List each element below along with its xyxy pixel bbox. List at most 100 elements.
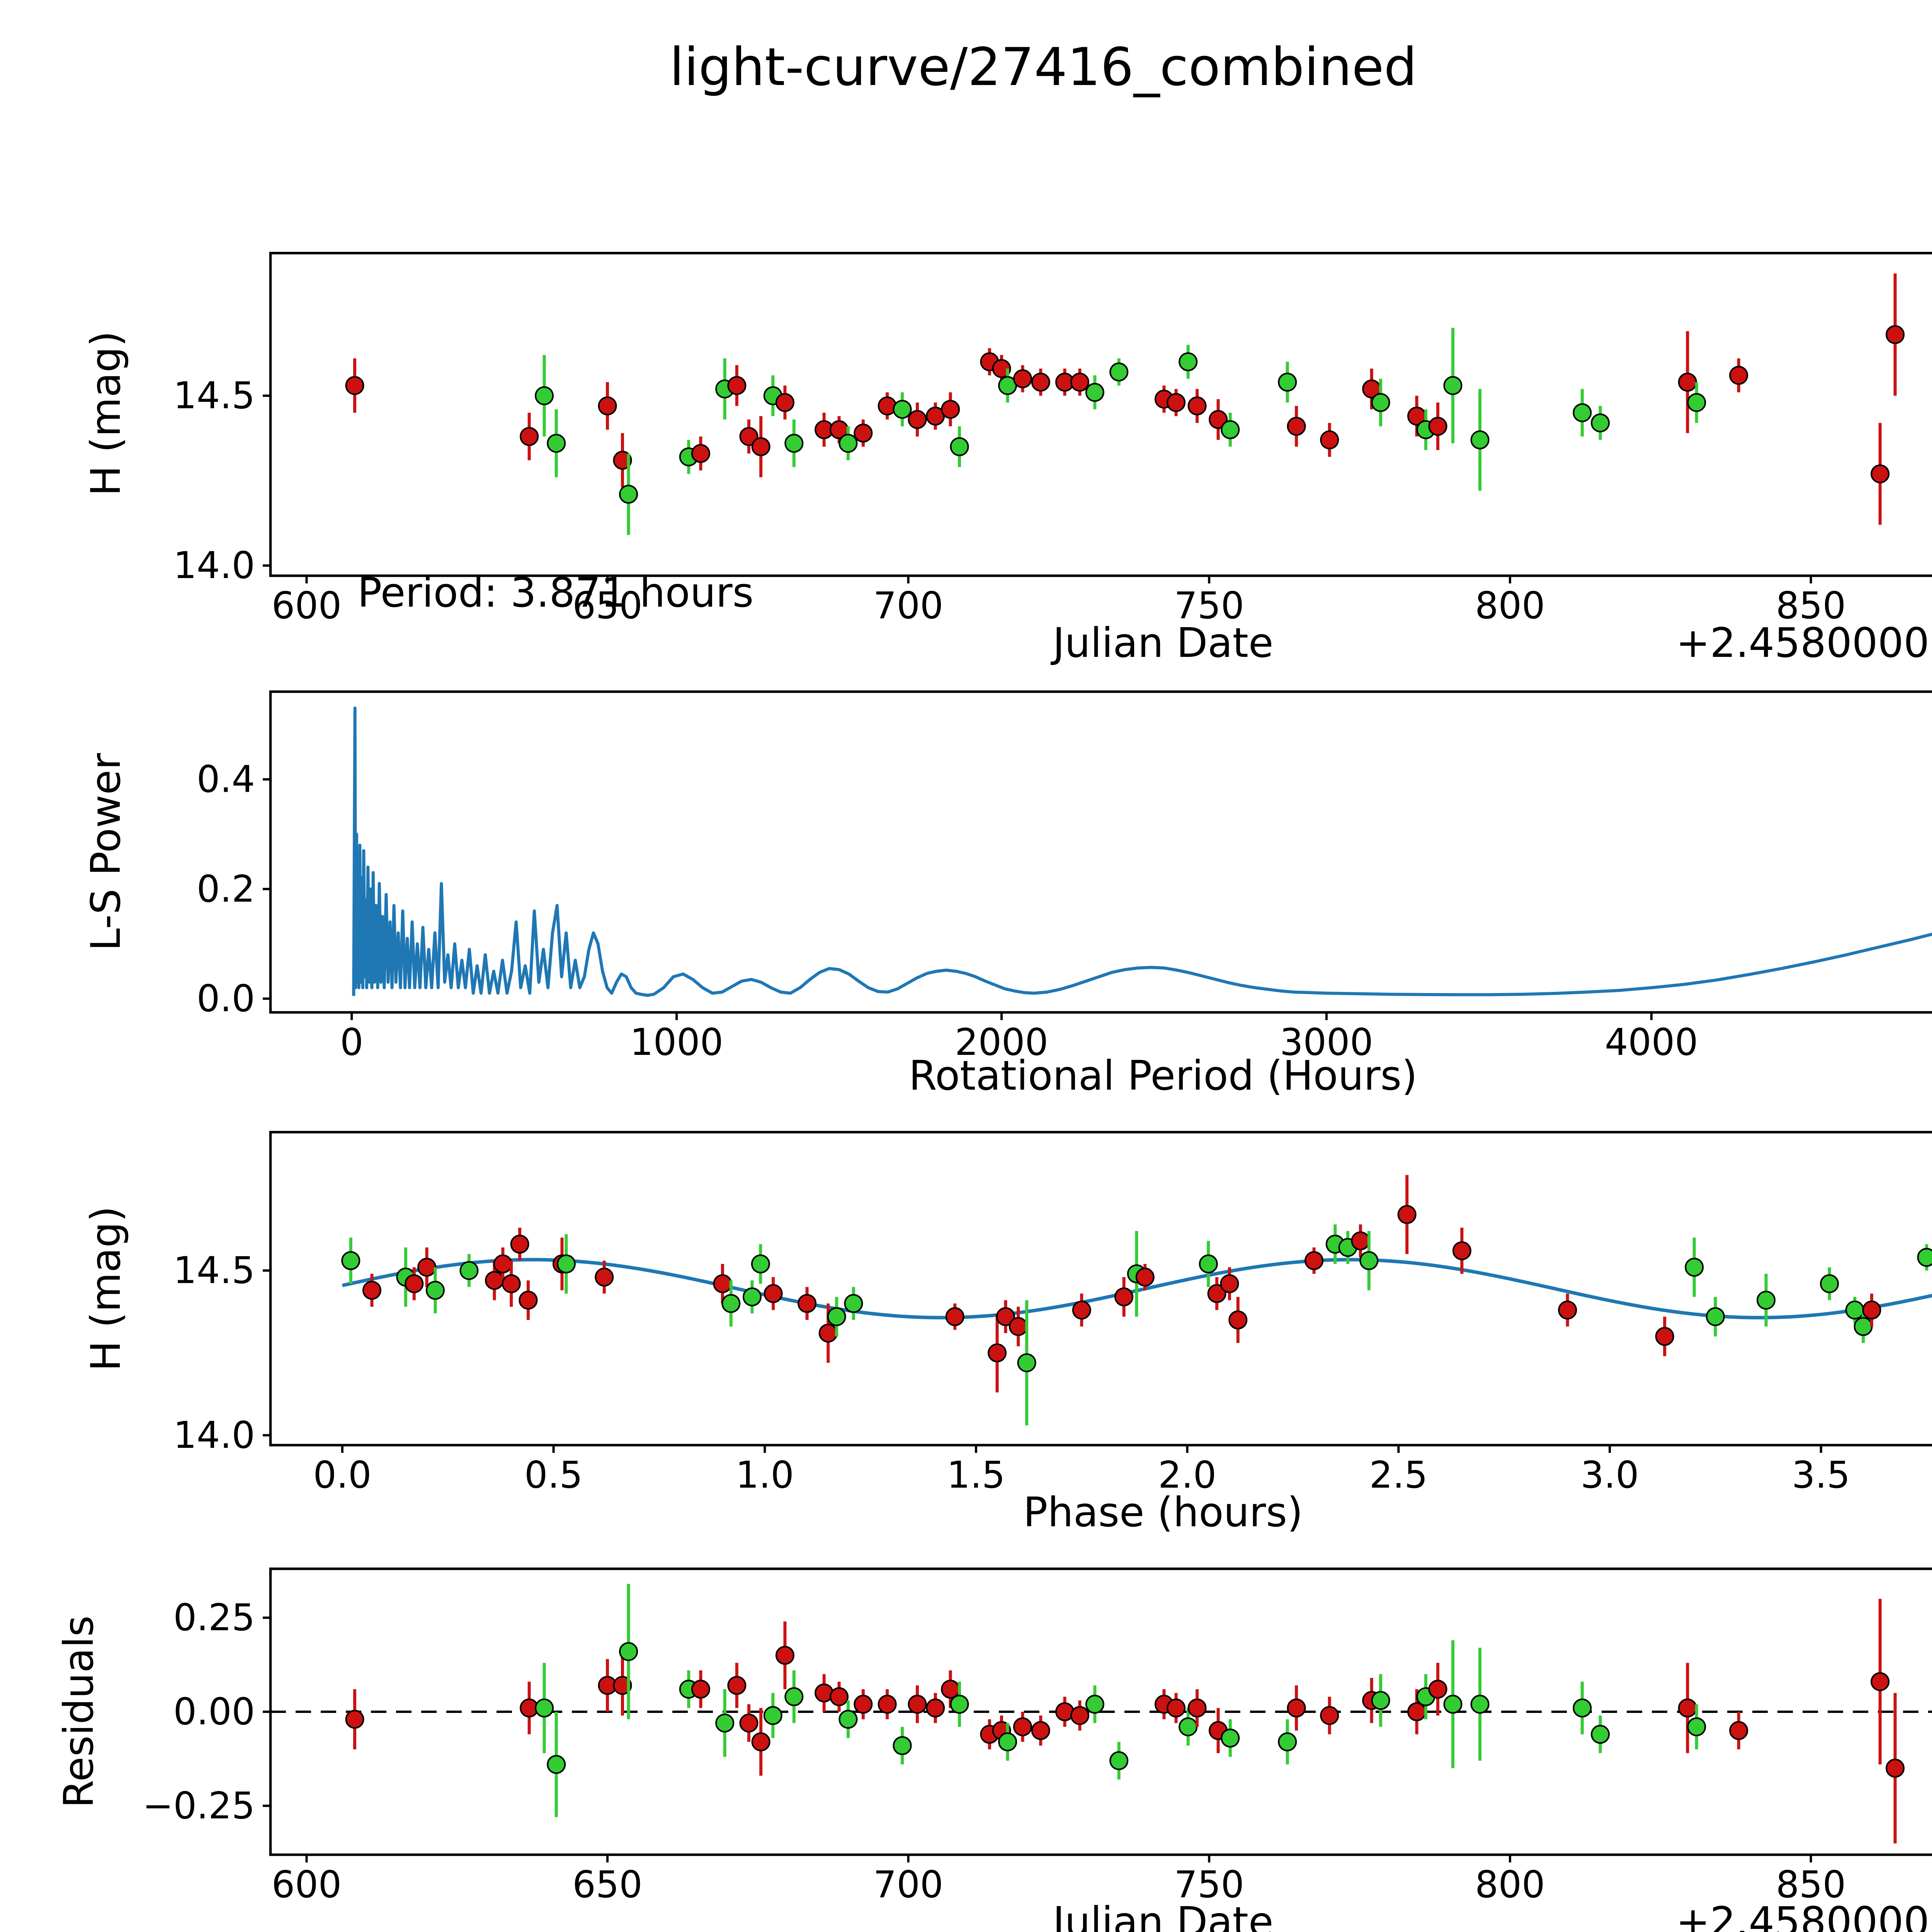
data-point	[878, 1695, 897, 1714]
residuals-ylabel: Residuals	[55, 1616, 102, 1808]
data-point	[1031, 1721, 1050, 1740]
y-tick-label: 0.4	[197, 759, 255, 801]
data-point	[535, 1698, 554, 1718]
data-point	[1573, 1698, 1592, 1718]
data-point	[838, 1709, 858, 1729]
data-point	[1013, 369, 1032, 388]
y-tick-label: 0.25	[173, 1597, 255, 1639]
data-point	[405, 1274, 424, 1293]
data-point	[1917, 1248, 1932, 1267]
x-tick-label: 5000	[1930, 1021, 1932, 1064]
data-point	[1687, 1717, 1706, 1736]
data-point	[830, 1687, 849, 1706]
data-point	[854, 423, 873, 443]
x-tick-label: 0.5	[524, 1454, 583, 1497]
data-point	[1371, 1691, 1390, 1710]
data-point	[1757, 1291, 1776, 1310]
data-point	[1179, 352, 1198, 371]
data-point	[1085, 383, 1104, 402]
data-point	[1287, 1698, 1306, 1718]
data-point	[721, 1294, 741, 1313]
x-tick-label: 750	[1174, 1864, 1244, 1906]
panel-frame	[269, 252, 1932, 577]
data-point	[1109, 1751, 1129, 1770]
panel-periodogram: 0 1000 2000 3000 4000 5000 0.0 0.2 0.4	[197, 690, 1932, 1064]
data-point	[798, 1294, 817, 1313]
data-point	[547, 434, 566, 453]
lightcurve-ylabel: H (mag)	[82, 331, 129, 496]
data-point	[827, 1307, 846, 1326]
x-tick-label: 0.0	[313, 1454, 371, 1497]
data-point	[941, 400, 960, 419]
y-tick-label: 14.5	[173, 375, 255, 417]
y-tick-label: 14.0	[173, 1414, 255, 1457]
x-tick-label: 3.0	[1580, 1454, 1639, 1497]
data-point	[950, 437, 969, 456]
x-tick-label: 850	[1776, 585, 1846, 627]
data-point	[1351, 1231, 1370, 1250]
x-tick-label: 1.0	[736, 1454, 794, 1497]
data-point	[751, 1732, 770, 1752]
data-point	[1685, 1258, 1704, 1277]
x-tick-label: 2.5	[1369, 1454, 1428, 1497]
data-point	[1871, 464, 1890, 483]
data-point	[691, 1680, 710, 1699]
phased-ylabel: H (mag)	[82, 1206, 129, 1371]
data-point	[535, 386, 554, 405]
period-annotation: Period: 3.871 hours	[357, 569, 753, 616]
residuals-xlabel: Julian Date	[1050, 1898, 1273, 1932]
x-tick-label: 1000	[630, 1021, 723, 1064]
data-point	[1729, 1721, 1748, 1740]
x-tick-label: 800	[1475, 1864, 1545, 1906]
data-point	[1845, 1300, 1864, 1320]
data-point	[1359, 1251, 1379, 1270]
data-point	[1009, 1317, 1028, 1336]
data-point	[764, 1284, 783, 1303]
data-point	[763, 1706, 782, 1725]
data-point	[775, 393, 794, 412]
data-point	[1470, 1695, 1490, 1714]
x-tick-label: 700	[873, 585, 943, 627]
periodogram-xlabel: Rotational Period (Hours)	[909, 1052, 1417, 1099]
data-point	[345, 1709, 364, 1729]
data-point	[996, 1307, 1015, 1326]
data-point	[1862, 1300, 1881, 1320]
data-point	[784, 1687, 804, 1706]
data-point	[1871, 1672, 1890, 1691]
x-tick-label: 800	[1475, 585, 1545, 627]
data-point	[1428, 417, 1447, 436]
data-point	[742, 1287, 762, 1306]
data-point	[613, 1676, 632, 1695]
data-point	[715, 1713, 735, 1733]
x-tick-label: 2000	[955, 1021, 1048, 1064]
y-tick-label: 14.5	[173, 1250, 255, 1292]
panel-frame	[269, 1567, 1932, 1856]
data-point	[1013, 1717, 1032, 1736]
data-point	[1220, 1274, 1239, 1293]
data-point	[613, 451, 632, 470]
data-point	[1179, 1717, 1198, 1736]
data-point	[1590, 413, 1610, 432]
data-point	[425, 1281, 445, 1300]
data-point	[893, 400, 912, 419]
data-point	[893, 1736, 912, 1755]
data-point	[1655, 1327, 1674, 1346]
x-tick-label: 850	[1776, 1864, 1846, 1906]
y-tick-label: 0.2	[197, 868, 255, 910]
data-point	[493, 1254, 512, 1274]
data-point	[362, 1281, 381, 1300]
data-point	[1167, 1698, 1186, 1718]
y-tick-label: 0.00	[173, 1691, 255, 1733]
x-tick-label: 700	[873, 1864, 943, 1906]
data-point	[1228, 1310, 1248, 1330]
panel-residuals: 600 650 700 750 800 850 −0.25 0.00 0.25	[143, 1567, 1932, 1906]
data-point	[1017, 1353, 1036, 1372]
data-point	[1452, 1241, 1471, 1260]
data-point	[519, 1291, 538, 1310]
data-point	[341, 1251, 361, 1270]
x-tick-label: 3.5	[1792, 1454, 1850, 1497]
data-point	[1135, 1267, 1155, 1287]
data-point	[998, 1732, 1017, 1752]
data-point	[775, 1646, 794, 1665]
